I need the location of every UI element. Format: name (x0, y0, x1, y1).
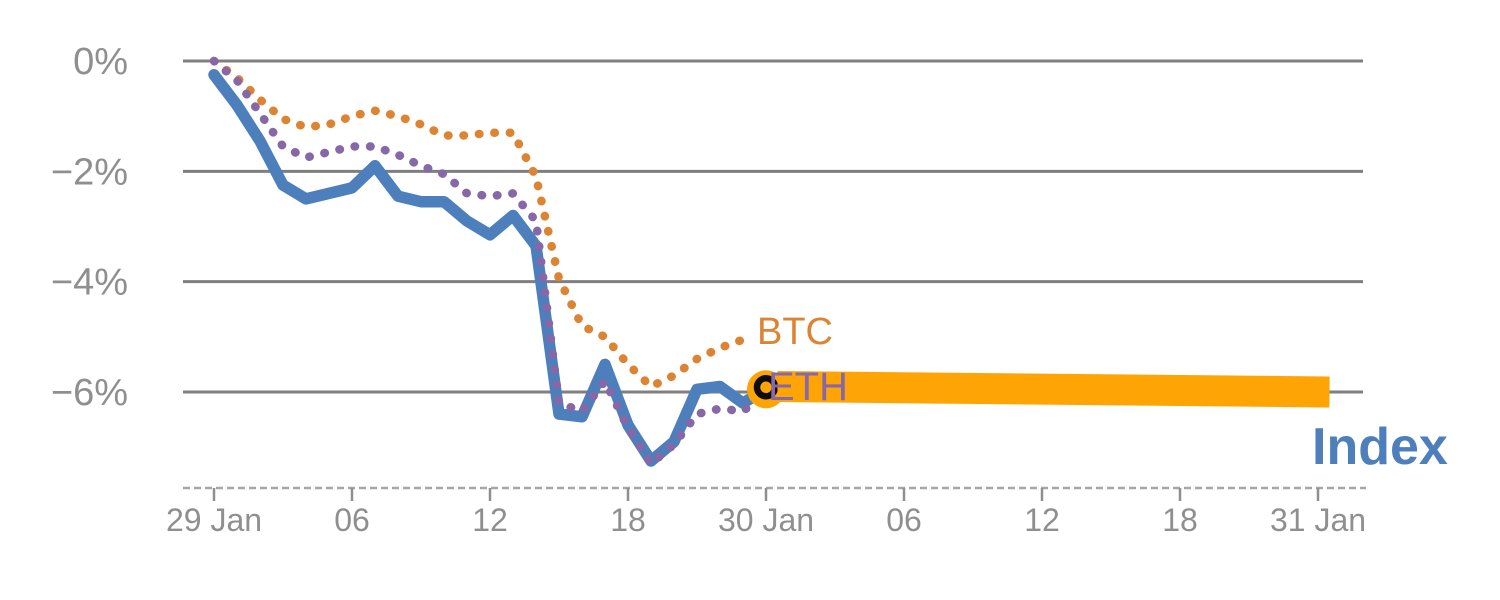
x-axis-label: 18 (1162, 502, 1198, 538)
index-series-label: Index (1312, 418, 1448, 476)
x-axis-label: 06 (334, 502, 370, 538)
end-marker-ring (753, 375, 779, 400)
y-axis-label: −6% (51, 372, 128, 414)
x-axis-label: 12 (1024, 502, 1060, 538)
projection-bar (777, 371, 1330, 408)
x-axis-label: 12 (472, 502, 508, 538)
btc-series-label: BTC (757, 311, 833, 353)
x-axis-label: 30 Jan (718, 502, 814, 538)
y-axis-label: 0% (73, 41, 128, 83)
index-line (208, 69, 772, 467)
eth-series-label: ETH (768, 365, 848, 409)
eth-line (209, 56, 771, 468)
y-axis-label: −4% (51, 262, 128, 304)
x-axis-label: 29 Jan (166, 502, 262, 538)
x-axis-label: 06 (886, 502, 922, 538)
btc-line (209, 56, 748, 391)
x-axis-label: 31 Jan (1270, 502, 1366, 538)
y-axis-label: −2% (51, 151, 128, 193)
x-axis-label: 18 (610, 502, 646, 538)
